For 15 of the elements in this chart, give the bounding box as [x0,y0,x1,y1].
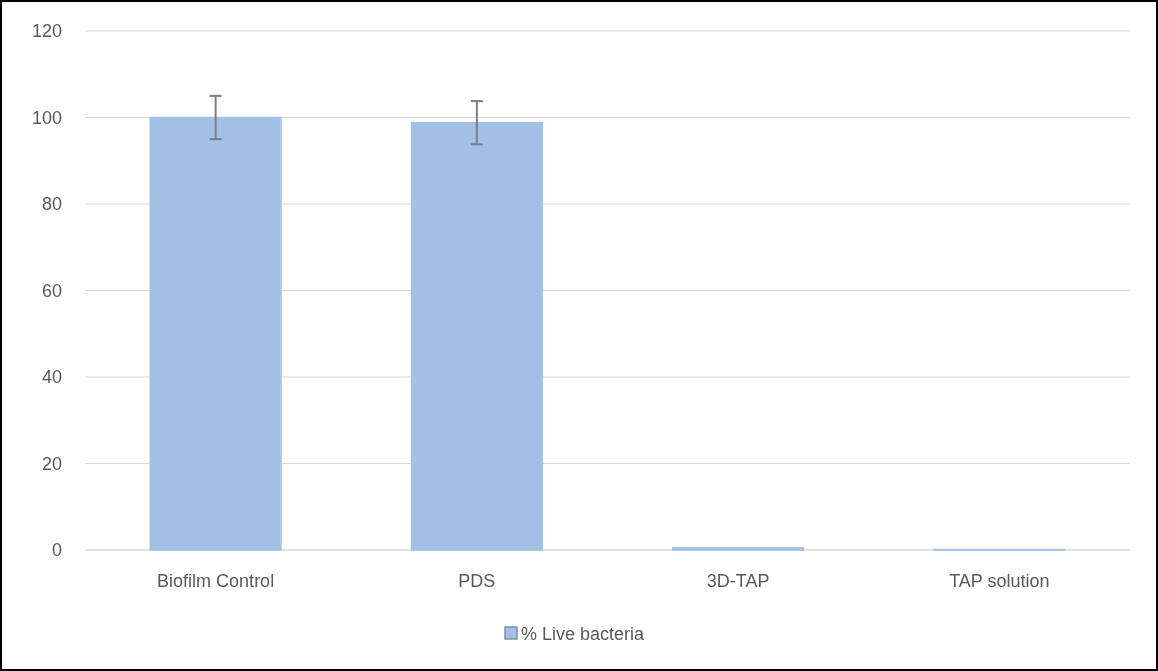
y-tick-label: 120 [31,21,62,42]
y-tick-label: 60 [41,280,62,301]
x-tick-label: Biofilm Control [157,571,275,591]
y-tick-label: 20 [41,453,62,474]
y-tick-label: 40 [41,367,62,388]
bar [410,121,543,551]
x-tick-label: TAP solution [949,571,1050,591]
y-tick-label: 100 [31,107,62,128]
bar [149,116,282,551]
y-tick-label: 80 [41,194,62,215]
x-tick-label: PDS [458,571,496,591]
y-tick-label: 0 [51,540,62,561]
bar [672,547,805,551]
x-tick-label: 3D-TAP [706,571,770,591]
legend-label: % Live bacteria [521,624,646,645]
